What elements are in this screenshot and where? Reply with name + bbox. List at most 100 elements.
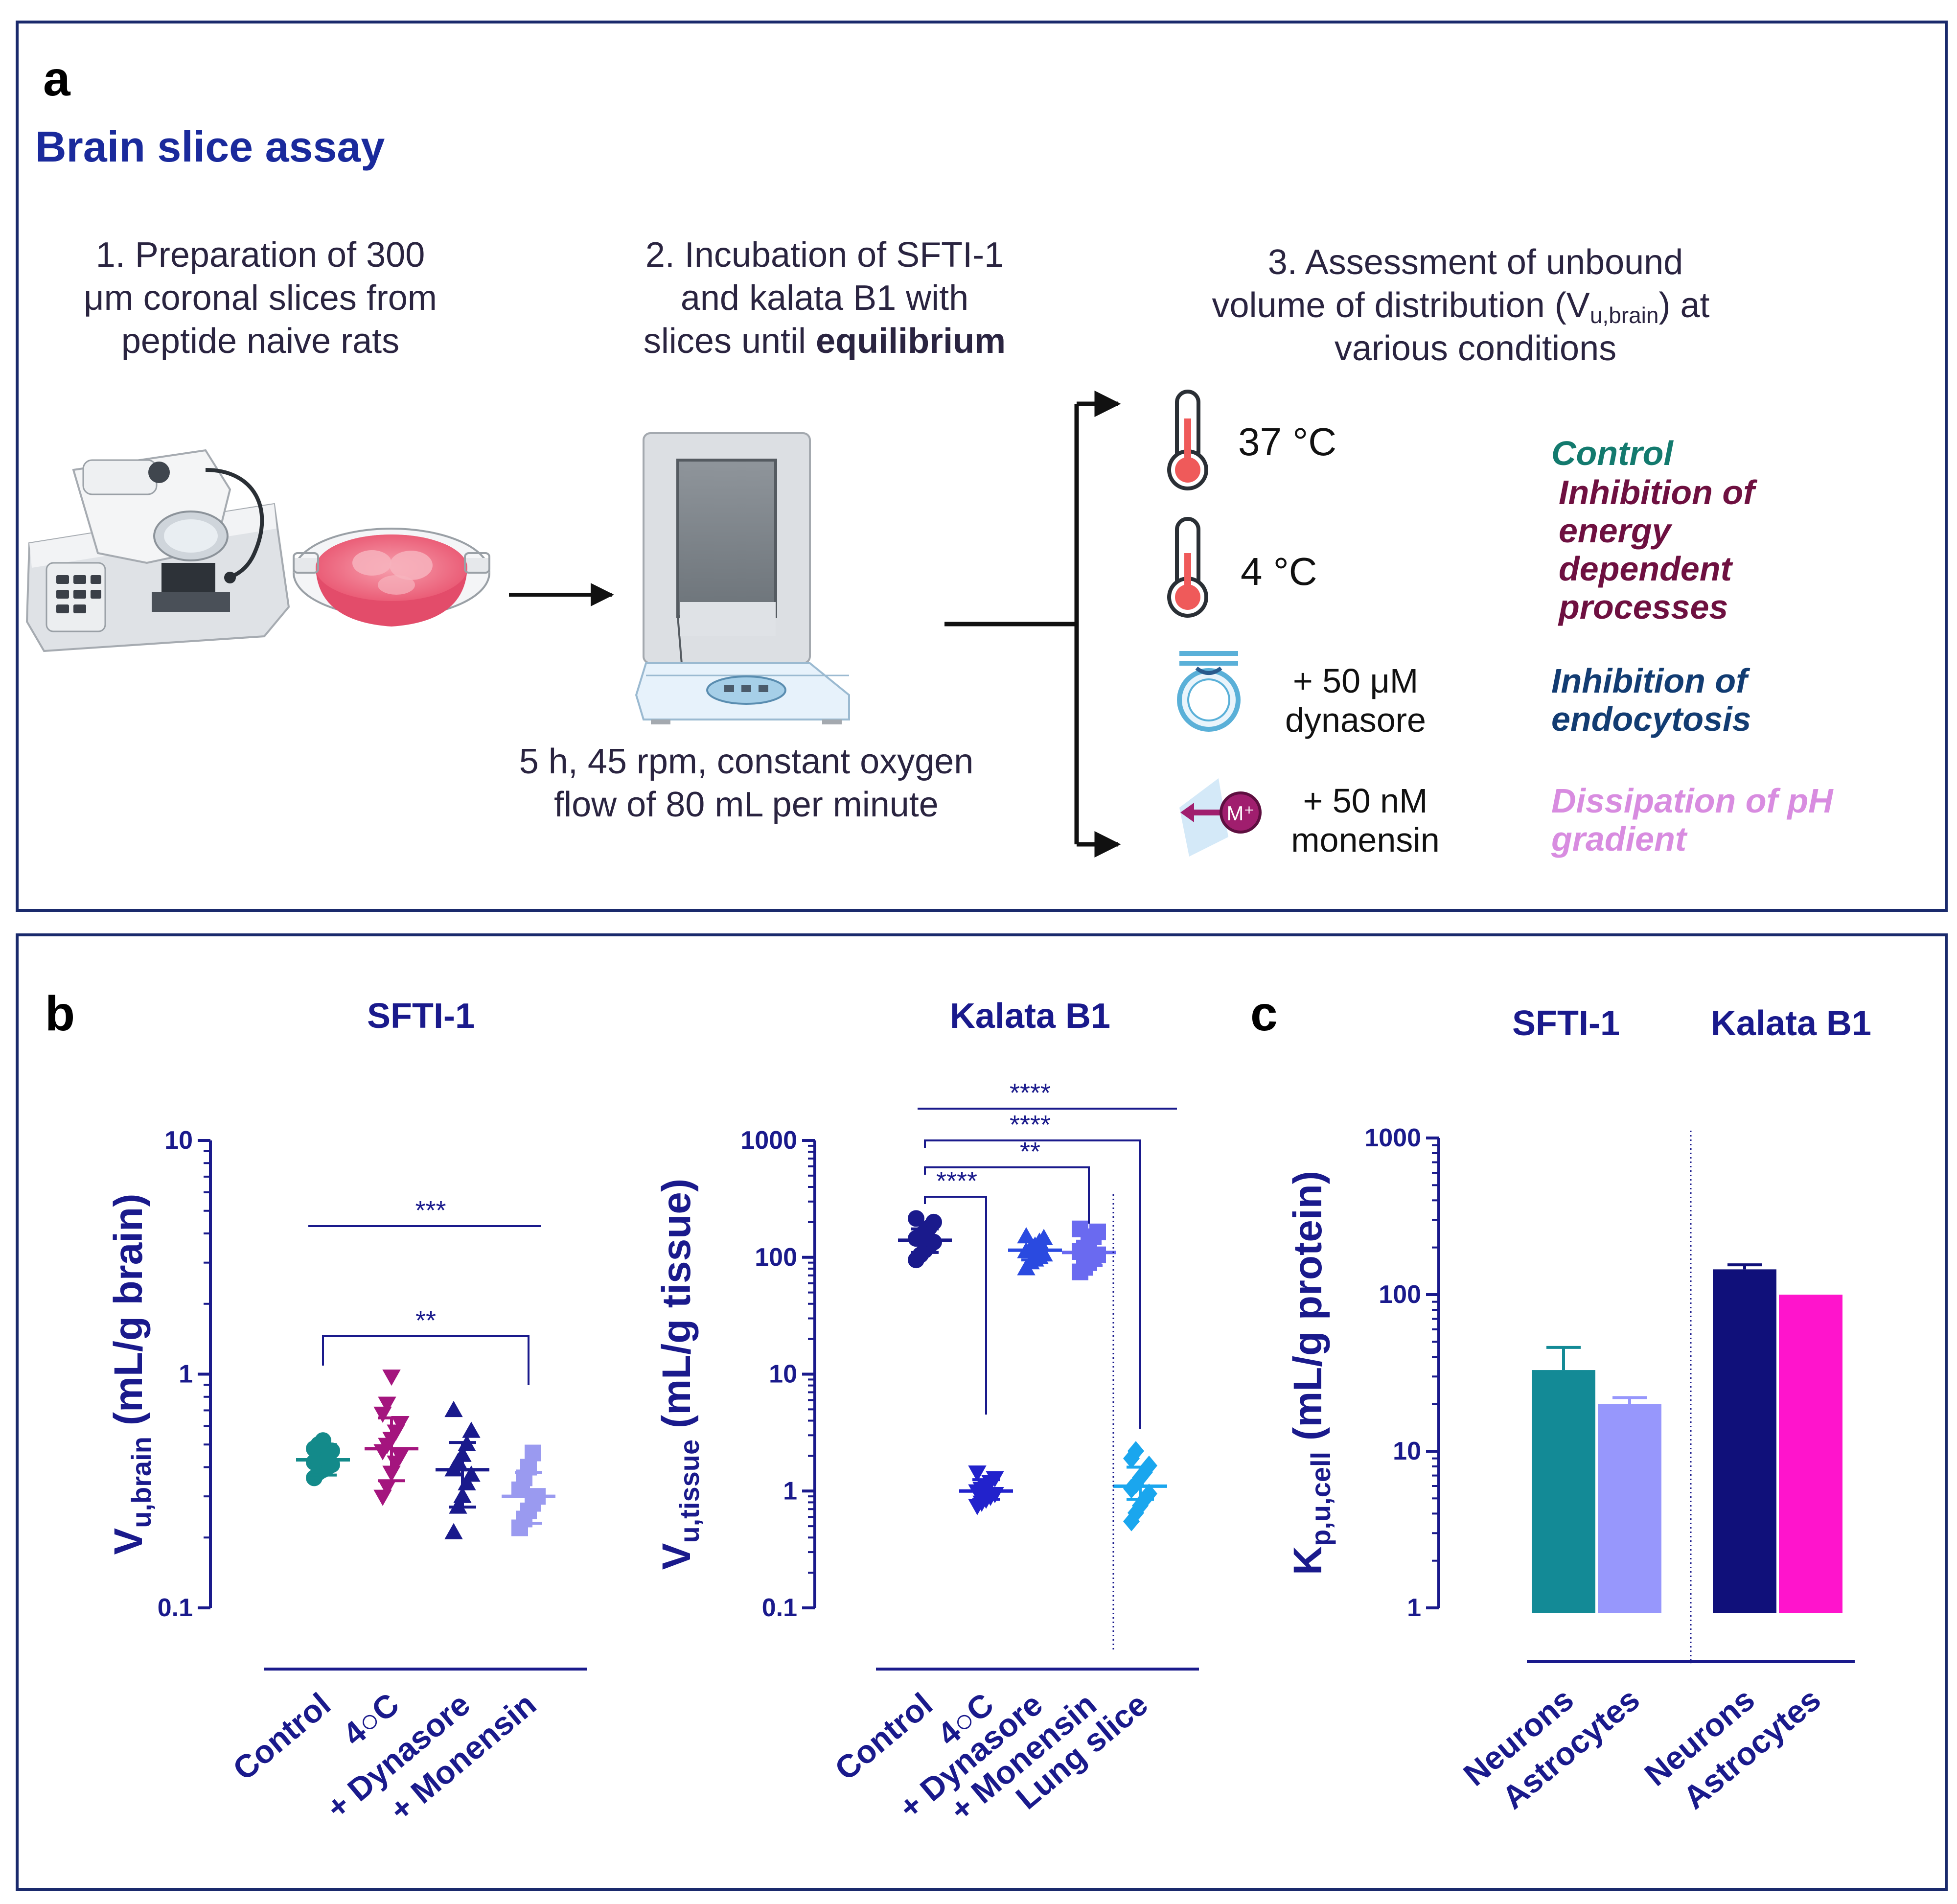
chart-title: Kalata B1 — [950, 997, 1110, 1036]
significance-bracket — [924, 1139, 1141, 1429]
data-point — [462, 1465, 481, 1482]
y-label-main: V — [654, 1543, 699, 1570]
step3-line2: volume of distribution (Vu,brain) at — [1212, 286, 1709, 328]
panel-b-letter: b — [45, 986, 75, 1041]
data-point — [1123, 1511, 1140, 1532]
y-tick-label: 1 — [1407, 1594, 1421, 1622]
significance-label: **** — [1010, 1078, 1051, 1108]
data-point — [444, 1400, 463, 1417]
group--monensin — [1062, 1220, 1116, 1280]
y-label-rest: (mL/g tissue) — [654, 1179, 699, 1440]
significance-marker: **** — [924, 1166, 987, 1415]
bar-sfti-1-neurons — [1532, 1346, 1595, 1613]
chart-title: Kalata B1 — [1711, 1004, 1871, 1043]
data-point — [378, 1480, 396, 1496]
y-label-sub: u,tissue — [674, 1440, 705, 1543]
cond-dyn-line2: dynasore — [1285, 701, 1426, 739]
chart-kalata: Kalata B1 Vu,tissue (mL/g tissue) 1000 100 1… — [654, 997, 1199, 1828]
significance-bracket — [924, 1196, 987, 1415]
y-axis-label: Kp,u,cell (mL/g protein) — [1286, 1171, 1336, 1575]
bar — [1713, 1269, 1776, 1613]
significance-label: ** — [1020, 1137, 1040, 1166]
label-endo-1: Inhibition of — [1551, 662, 1750, 700]
significance-marker: **** — [918, 1078, 1177, 1110]
significance-label: **** — [936, 1166, 977, 1196]
data-point — [908, 1210, 924, 1227]
y-tick-label: 10 — [769, 1360, 797, 1389]
step3-line2-b: ) at — [1658, 286, 1709, 325]
data-point — [1089, 1223, 1106, 1240]
y-tick-label: 1000 — [740, 1126, 797, 1155]
data-point — [444, 1523, 463, 1539]
label-ph-1: Dissipation of pH — [1551, 782, 1834, 820]
data-point — [968, 1465, 987, 1482]
y-label-main: K — [1286, 1546, 1330, 1575]
y-tick-label: 1 — [179, 1360, 193, 1389]
branch-arrows — [944, 391, 1121, 858]
step3-line2-sub: u,brain — [1590, 302, 1659, 328]
chart-title: SFTI-1 — [1512, 1004, 1620, 1043]
y-label-sub: u,brain — [126, 1437, 157, 1528]
y-tick-label: 10 — [1393, 1437, 1421, 1465]
thermometer-4-icon — [1167, 517, 1208, 618]
y-label-rest: (mL/g protein) — [1286, 1171, 1330, 1452]
data-point — [462, 1421, 481, 1438]
panel-a-title: Brain slice assay — [35, 122, 385, 171]
step3-line2-a: volume of distribution (V — [1212, 286, 1589, 325]
chart-kpcell: SFTI-1 Kalata B1 Kp,u,cell (mL/g protein) 1… — [1286, 1004, 1871, 1816]
step2-line2: and kalata B1 with — [681, 279, 968, 318]
significance-label: ** — [415, 1306, 436, 1335]
data-point — [1128, 1503, 1144, 1523]
step3-line1: 3. Assessment of unbound — [1268, 243, 1683, 282]
petri-dish-icon — [293, 528, 490, 627]
group-4-c — [365, 1370, 418, 1506]
data-point — [525, 1444, 541, 1462]
data-point — [391, 1448, 410, 1465]
significance-marker: **** — [924, 1110, 1141, 1429]
group-control — [296, 1432, 350, 1486]
microtome-icon — [25, 449, 290, 652]
bar — [1779, 1295, 1842, 1613]
panel-bc-frame — [16, 933, 1948, 1891]
y-tick-label: 100 — [1379, 1280, 1421, 1309]
step3-line3: various conditions — [1335, 329, 1616, 368]
group--monensin — [502, 1444, 555, 1536]
significance-marker: ** — [924, 1137, 1090, 1224]
panel-a-letter: a — [43, 51, 71, 106]
cond-37: 37 °C — [1238, 420, 1336, 464]
group-lung-slice — [1113, 1441, 1167, 1532]
label-endo-2: endocytosis — [1551, 700, 1751, 738]
chart-sfti: SFTI-1 Vu,brain (mL/g brain) 10 1 0.1 Control… — [106, 997, 587, 1828]
bar — [1532, 1370, 1595, 1613]
significance-bracket — [322, 1335, 530, 1385]
cond-mon-line2: monensin — [1291, 821, 1440, 859]
significance-bracket — [924, 1166, 1090, 1224]
significance-label: *** — [415, 1196, 446, 1225]
panel-a-frame — [16, 21, 1948, 912]
step1-line3: peptide naive rats — [121, 322, 399, 361]
group--dynasore — [436, 1400, 489, 1539]
y-tick-label: 1000 — [1364, 1124, 1421, 1152]
data-point — [391, 1416, 410, 1433]
y-label-rest: (mL/g brain) — [106, 1194, 151, 1437]
bar-kalata-b1-neurons — [1713, 1263, 1776, 1613]
label-energy-1: Inhibition of — [1559, 473, 1758, 511]
cond-mon-line1: + 50 nM — [1303, 782, 1428, 820]
y-axis-label: Vu,tissue (mL/g tissue) — [654, 1179, 705, 1570]
group-control — [898, 1210, 952, 1269]
panel-c-letter: c — [1250, 986, 1278, 1041]
monensin-icon-label: M⁺ — [1226, 802, 1254, 825]
bar-sfti-1-astrocytes — [1598, 1396, 1661, 1613]
y-tick-label: 100 — [755, 1243, 797, 1272]
y-label-sub: p,u,cell — [1305, 1452, 1336, 1546]
vesicle-icon — [1177, 651, 1241, 732]
cond-4: 4 °C — [1241, 550, 1317, 593]
step2-prefix: slices until — [644, 322, 816, 361]
y-tick-label: 0.1 — [762, 1594, 797, 1622]
step1-line1: 1. Preparation of 300 — [96, 235, 425, 275]
y-axis-label: Vu,brain (mL/g brain) — [106, 1194, 157, 1555]
group-4-c — [959, 1465, 1013, 1515]
step2-bold: equilibrium — [816, 322, 1006, 361]
y-label-main: V — [106, 1528, 151, 1555]
